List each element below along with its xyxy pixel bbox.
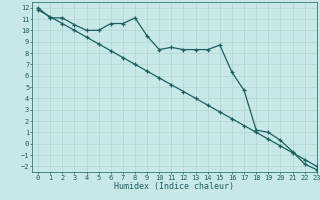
X-axis label: Humidex (Indice chaleur): Humidex (Indice chaleur): [115, 182, 234, 191]
